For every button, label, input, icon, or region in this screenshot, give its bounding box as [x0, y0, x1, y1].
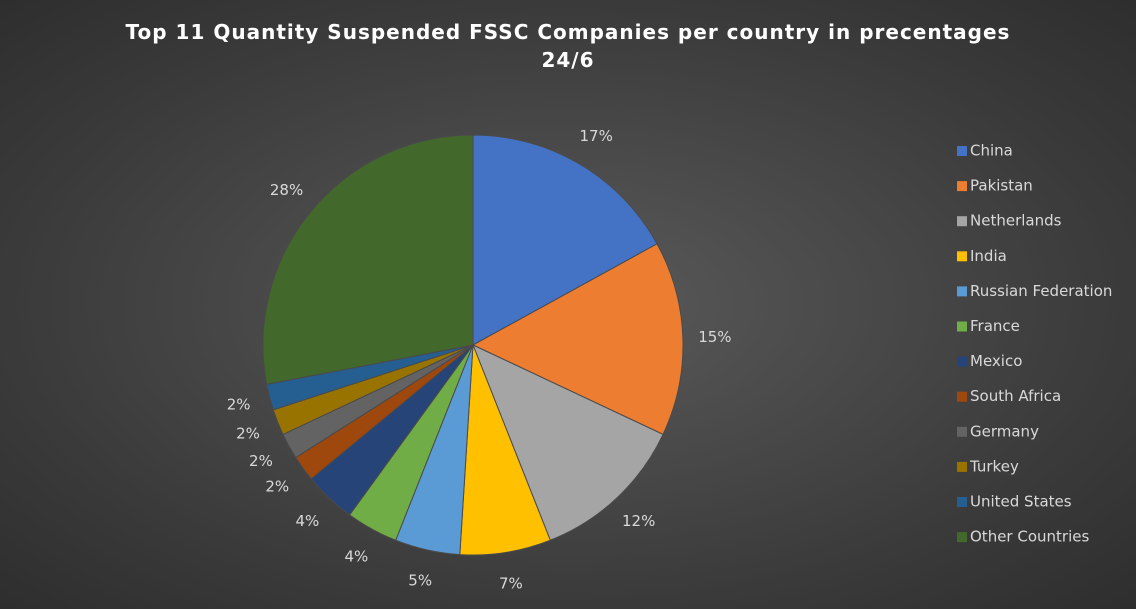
legend-swatch — [957, 286, 967, 297]
data-label: 2% — [265, 478, 289, 496]
data-label: 17% — [580, 127, 613, 145]
data-label: 5% — [408, 572, 432, 590]
legend-label: Netherlands — [970, 212, 1062, 230]
legend-label: Russian Federation — [970, 282, 1112, 300]
data-label: 2% — [249, 452, 273, 470]
legend-swatch — [957, 216, 967, 227]
data-label: 2% — [236, 425, 260, 443]
data-label: 15% — [698, 328, 731, 346]
legend-label: China — [970, 142, 1013, 160]
legend-label: Other Countries — [970, 528, 1089, 546]
legend-swatch — [957, 461, 967, 472]
legend-swatch — [957, 146, 967, 156]
data-label: 12% — [622, 512, 655, 530]
legend-label: Turkey — [969, 457, 1019, 475]
legend-label: Mexico — [970, 352, 1022, 370]
legend-swatch — [957, 321, 967, 332]
legend-swatch — [957, 391, 967, 402]
data-label: 4% — [345, 548, 369, 566]
pie-slice — [262, 134, 474, 385]
legend-label: United States — [970, 493, 1072, 511]
legend-swatch — [957, 497, 967, 507]
pie-slice — [471, 243, 684, 436]
legend-swatch — [957, 181, 967, 192]
pie-slice — [472, 134, 658, 346]
chart-title: Top 11 Quantity Suspended FSSC Companies… — [125, 20, 1011, 72]
data-label: 4% — [295, 512, 319, 530]
data-label: 28% — [270, 181, 303, 199]
legend-swatch — [957, 532, 967, 543]
data-label: 2% — [227, 396, 251, 414]
legend-swatch — [957, 251, 967, 262]
pie-slice — [472, 344, 664, 541]
legend-label: Germany — [970, 422, 1039, 440]
legend-label: India — [970, 247, 1007, 265]
legend-swatch — [957, 356, 967, 367]
legend-swatch — [957, 426, 967, 437]
legend-label: South Africa — [970, 387, 1061, 405]
legend-label: Pakistan — [970, 177, 1033, 195]
legend-label: France — [970, 317, 1020, 335]
data-label: 7% — [499, 575, 523, 593]
